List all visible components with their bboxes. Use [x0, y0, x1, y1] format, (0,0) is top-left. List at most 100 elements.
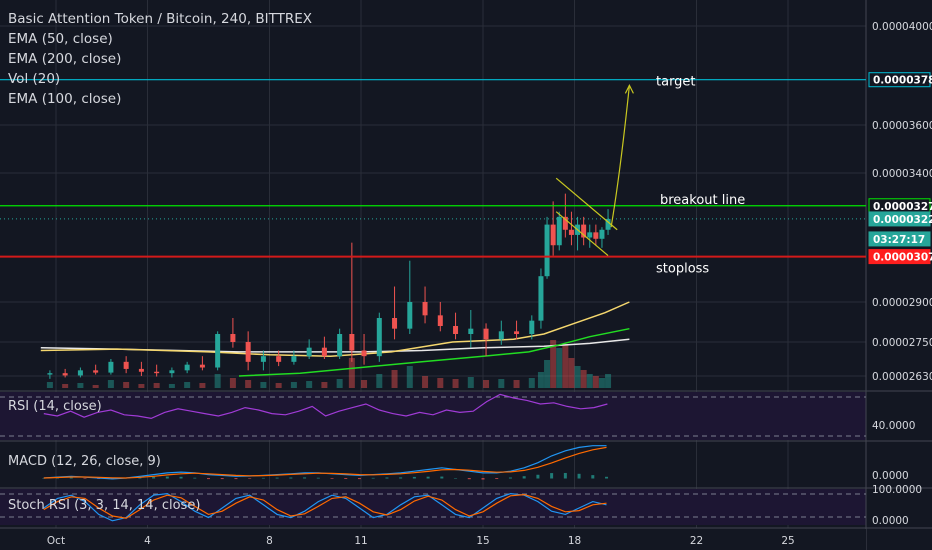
macd-histogram-bar [83, 478, 87, 479]
volume-bar [214, 374, 221, 388]
macd-histogram-bar [495, 478, 499, 479]
macd-histogram-bar [289, 477, 293, 479]
flag-bottom-line [555, 211, 609, 257]
candle-body [77, 370, 83, 376]
candle-body [468, 328, 474, 334]
stoch-k-line [43, 492, 607, 522]
time-tick-label: 8 [266, 535, 273, 547]
chart-title: Basic Attention Token / Bitcoin, 240, BI… [8, 11, 313, 27]
candle-body [599, 229, 605, 239]
volume-bar [321, 382, 328, 388]
breakout-label: breakout line [660, 193, 745, 208]
projection-arrowhead [624, 84, 634, 94]
time-tick-label: 4 [144, 535, 151, 547]
candle-body [568, 229, 574, 235]
candle-body [587, 232, 593, 238]
volume-bar [422, 376, 429, 388]
macd-histogram-bar [56, 477, 60, 479]
flag-top-line [555, 177, 618, 231]
price-tick-label: 0.00002900 [872, 297, 932, 309]
price-badge-label: 0.00003076 [873, 252, 932, 264]
macd-histogram-bar [275, 477, 279, 479]
macd-signal-line [43, 446, 607, 479]
volume-bar [406, 366, 413, 388]
candle-body [154, 371, 160, 374]
stoch-d-line [43, 493, 607, 519]
volume-bar [528, 378, 535, 388]
volume-bar [290, 382, 297, 388]
macd-histogram-bar [481, 478, 485, 480]
ema50-line [40, 301, 630, 357]
macd-histogram-bar [508, 477, 512, 479]
candle-body [593, 232, 599, 239]
time-tick-label: 25 [781, 535, 794, 547]
macd-label: MACD (12, 26, close, 9) [8, 454, 161, 469]
indicator-vol: Vol (20) [8, 71, 61, 87]
price-tick-label: 0.00003400 [872, 168, 932, 180]
macd-histogram-bar [152, 476, 156, 479]
volume-bar [153, 383, 160, 388]
stoch-tick-top: 100.0000 [872, 484, 922, 496]
volume-bar [92, 385, 99, 388]
candle-body [483, 328, 489, 340]
rsi-panel-bg [0, 392, 866, 440]
candle-body [538, 276, 544, 321]
stoch-tick-bottom: 0.0000 [872, 515, 909, 527]
price-tick-label: 0.00002750 [872, 337, 932, 349]
candle-body [581, 224, 587, 238]
target-label: target [656, 75, 696, 90]
volume-bar [107, 380, 114, 388]
chart-legend: Basic Attention Token / Bitcoin, 240, BI… [8, 9, 312, 109]
volume-bar [77, 383, 84, 388]
candle-body [306, 347, 312, 357]
volume-bar [605, 374, 612, 388]
candle-body [245, 342, 251, 362]
price-badge-label: 0.00003273 [873, 201, 932, 213]
price-badge [868, 231, 931, 247]
time-tick-label: 15 [476, 535, 489, 547]
volume-bar [138, 384, 145, 388]
macd-histogram-bar [426, 476, 430, 479]
macd-histogram-bar [220, 478, 224, 480]
volume-bar [592, 376, 599, 388]
volume-bar [168, 384, 175, 388]
time-axis-bg [0, 529, 866, 550]
time-tick-label: 18 [568, 535, 581, 547]
candle-body [453, 326, 459, 334]
volume-bar [391, 370, 398, 388]
rsi-tick-label: 40.0000 [872, 420, 915, 432]
macd-histogram-bar [522, 476, 526, 479]
candle-body [230, 334, 236, 342]
volume-bar [348, 358, 355, 388]
candle-body [62, 373, 68, 376]
macd-histogram-bar [330, 478, 334, 479]
macd-histogram-bar [605, 476, 609, 479]
indicator-ema50: EMA (50, close) [8, 31, 113, 47]
macd-histogram-bar [454, 478, 458, 479]
volume-bar [376, 374, 383, 388]
candle-body [562, 216, 568, 230]
macd-histogram-bar [591, 475, 595, 479]
price-badge-label: 0.00003222 [873, 214, 932, 226]
candle-body [337, 334, 343, 357]
price-badge-label: 03:27:17 [873, 234, 925, 246]
price-badge-label: 0.00003783 [873, 75, 932, 87]
time-tick-label: Oct [47, 535, 65, 547]
macd-histogram-bar [261, 477, 265, 479]
candle-body [93, 370, 99, 373]
candle-body [407, 302, 413, 329]
volume-bar [229, 378, 236, 388]
macd-histogram-bar [303, 477, 307, 479]
price-tick-label: 0.00002630 [872, 371, 932, 383]
macd-histogram-bar [550, 473, 554, 479]
candle-body [514, 331, 520, 334]
macd-histogram-bar [467, 478, 471, 480]
volume-bar [306, 381, 313, 388]
macd-histogram-bar [165, 476, 169, 479]
macd-histogram-bar [440, 476, 444, 479]
candle-body [544, 224, 550, 277]
candle-body [184, 364, 190, 371]
volume-bar [562, 344, 569, 388]
